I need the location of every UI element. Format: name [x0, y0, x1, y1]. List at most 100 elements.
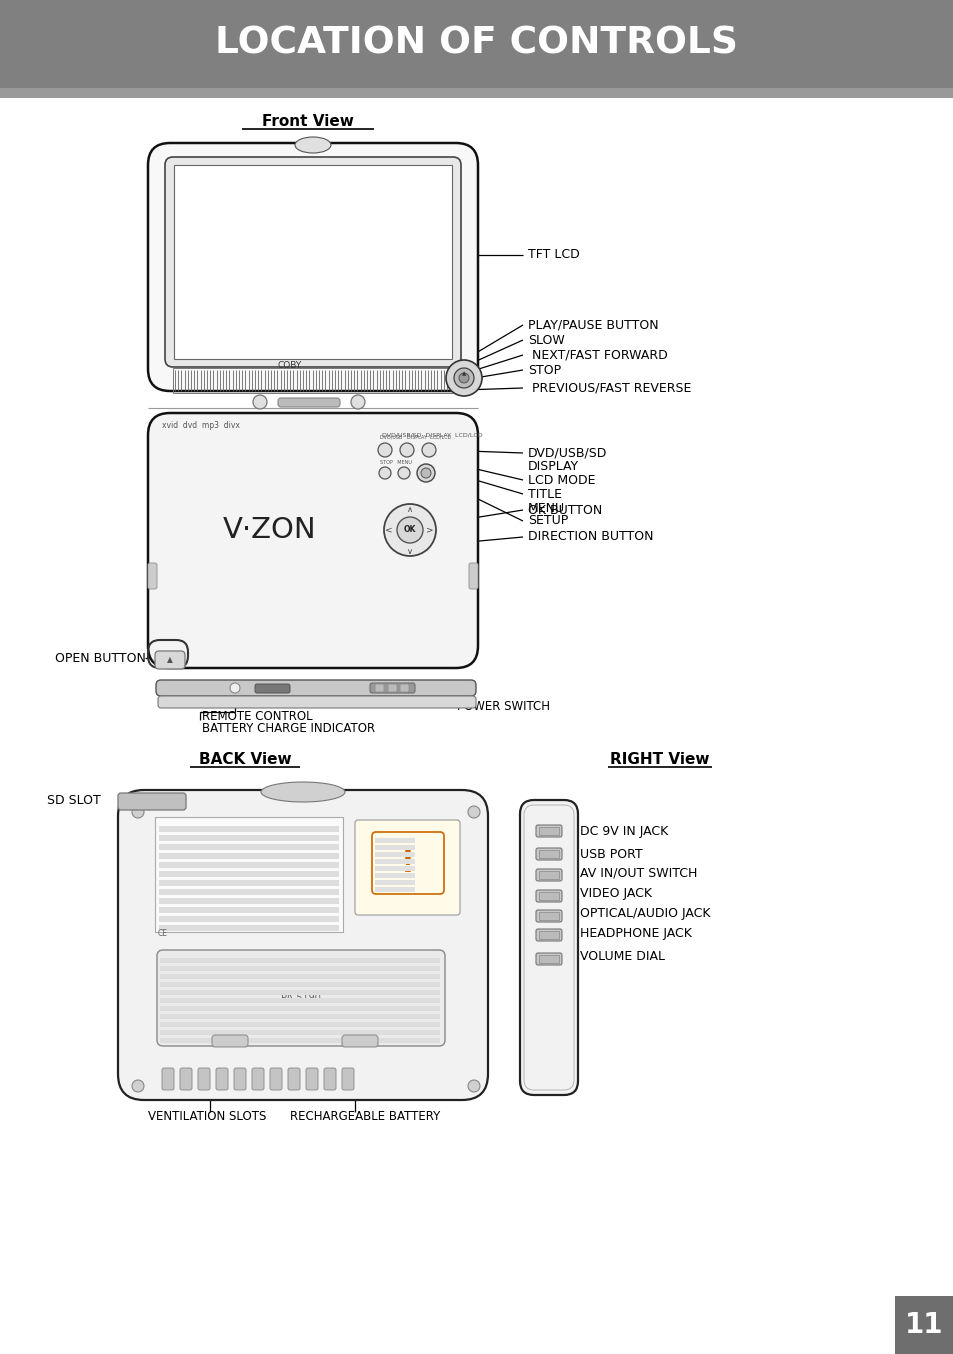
Text: LCD MODE: LCD MODE: [527, 474, 595, 486]
Bar: [375, 838, 415, 844]
Bar: [173, 165, 452, 359]
Circle shape: [132, 1080, 144, 1091]
Text: COBY: COBY: [277, 360, 302, 370]
FancyBboxPatch shape: [355, 821, 459, 915]
Bar: [538, 871, 558, 879]
Text: STOP: STOP: [527, 363, 560, 376]
Text: PREVIOUS/FAST REVERSE: PREVIOUS/FAST REVERSE: [527, 382, 691, 394]
Text: RECHARGEABLE BATTERY: RECHARGEABLE BATTERY: [290, 1109, 439, 1122]
Bar: [154, 816, 343, 932]
Text: ▲: ▲: [167, 655, 172, 665]
Text: NEXT/FAST FORWARD: NEXT/FAST FORWARD: [527, 348, 667, 362]
Text: DVD/USB   DISPLAY  LCD/LCD: DVD/USB DISPLAY LCD/LCD: [379, 435, 451, 440]
Text: ∨: ∨: [407, 547, 413, 555]
Text: SD SLOT: SD SLOT: [47, 793, 101, 807]
Text: POWER SWITCH: POWER SWITCH: [456, 700, 550, 712]
Bar: [159, 871, 338, 877]
Text: V·ZON: V·ZON: [223, 516, 316, 544]
FancyBboxPatch shape: [252, 1068, 264, 1090]
Circle shape: [421, 443, 436, 458]
Ellipse shape: [261, 783, 345, 802]
FancyBboxPatch shape: [536, 825, 561, 837]
Bar: [160, 990, 439, 995]
Circle shape: [132, 806, 144, 818]
FancyBboxPatch shape: [233, 1068, 246, 1090]
FancyBboxPatch shape: [157, 951, 444, 1047]
Text: USB PORT: USB PORT: [579, 848, 642, 861]
Bar: [894, 1296, 953, 1354]
Bar: [159, 890, 338, 895]
FancyBboxPatch shape: [254, 684, 290, 693]
Bar: [160, 1039, 439, 1043]
FancyBboxPatch shape: [215, 1068, 228, 1090]
Text: VIDEO JACK: VIDEO JACK: [579, 887, 651, 900]
FancyBboxPatch shape: [536, 910, 561, 922]
Text: 11: 11: [903, 1311, 943, 1339]
Bar: [159, 917, 338, 922]
Circle shape: [458, 372, 469, 383]
Circle shape: [384, 504, 436, 556]
Circle shape: [454, 368, 474, 389]
FancyBboxPatch shape: [158, 696, 476, 708]
Circle shape: [468, 1080, 479, 1091]
Bar: [172, 368, 453, 393]
FancyBboxPatch shape: [469, 563, 477, 589]
FancyBboxPatch shape: [118, 793, 186, 810]
Bar: [538, 827, 558, 835]
Bar: [160, 965, 439, 971]
Text: DISPLAY: DISPLAY: [527, 460, 578, 474]
Text: DVD/USB/SD: DVD/USB/SD: [527, 447, 607, 459]
FancyBboxPatch shape: [536, 848, 561, 860]
FancyBboxPatch shape: [306, 1068, 317, 1090]
Text: AV IN/OUT SWITCH: AV IN/OUT SWITCH: [579, 867, 697, 880]
FancyBboxPatch shape: [536, 953, 561, 965]
Text: OK BUTTON: OK BUTTON: [527, 504, 601, 516]
Text: STOP   MENU: STOP MENU: [379, 459, 412, 464]
Text: POWER ON INDICATOR: POWER ON INDICATOR: [202, 699, 335, 711]
Text: TITLE: TITLE: [527, 487, 561, 501]
Text: VOLUME DIAL: VOLUME DIAL: [579, 951, 664, 964]
Bar: [375, 873, 415, 877]
Ellipse shape: [294, 137, 331, 153]
Circle shape: [351, 395, 365, 409]
FancyBboxPatch shape: [536, 869, 561, 881]
FancyBboxPatch shape: [118, 789, 488, 1099]
Text: REMOTE CONTROL: REMOTE CONTROL: [202, 711, 313, 723]
Bar: [159, 826, 338, 831]
FancyBboxPatch shape: [536, 929, 561, 941]
Text: >: >: [426, 525, 434, 535]
Bar: [159, 907, 338, 913]
Bar: [159, 844, 338, 850]
Text: <: <: [385, 525, 393, 535]
Bar: [375, 867, 415, 871]
Bar: [159, 880, 338, 886]
Bar: [375, 887, 415, 892]
Bar: [160, 1030, 439, 1034]
Bar: [375, 880, 415, 886]
Circle shape: [468, 806, 479, 818]
Bar: [159, 925, 338, 932]
FancyBboxPatch shape: [536, 890, 561, 902]
FancyBboxPatch shape: [180, 1068, 192, 1090]
Text: OPTICAL/AUDIO JACK: OPTICAL/AUDIO JACK: [579, 907, 710, 921]
Text: DC 9V IN JACK: DC 9V IN JACK: [579, 825, 667, 838]
FancyBboxPatch shape: [288, 1068, 299, 1090]
FancyBboxPatch shape: [198, 1068, 210, 1090]
Circle shape: [253, 395, 267, 409]
Bar: [538, 892, 558, 900]
Circle shape: [446, 360, 481, 395]
Circle shape: [420, 468, 431, 478]
FancyBboxPatch shape: [341, 1068, 354, 1090]
FancyBboxPatch shape: [370, 682, 415, 693]
FancyBboxPatch shape: [341, 1034, 377, 1047]
FancyBboxPatch shape: [399, 684, 409, 692]
Text: HEADPHONE JACK: HEADPHONE JACK: [579, 926, 691, 940]
Text: SETUP: SETUP: [527, 515, 568, 528]
Text: OK: OK: [403, 525, 416, 535]
Bar: [0, 0, 953, 88]
FancyBboxPatch shape: [154, 651, 185, 669]
Bar: [160, 974, 439, 979]
Circle shape: [416, 464, 435, 482]
Circle shape: [378, 467, 391, 479]
FancyBboxPatch shape: [156, 680, 476, 696]
